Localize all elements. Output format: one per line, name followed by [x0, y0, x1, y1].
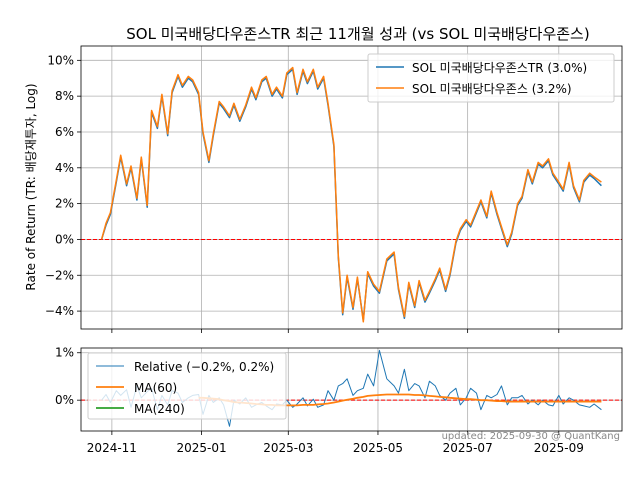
chart-title: SOL 미국배당다우존스TR 최근 11개월 성과 (vs SOL 미국배당다우… — [126, 25, 589, 43]
main-panel: −4% −2% 0% 2% 4% 6% 8% 10% Rate of Return (TR: … — [24, 45, 623, 333]
legend-base-label: SOL 미국배당다우존스 (3.2%) — [412, 82, 572, 96]
main-ytick-label: 10% — [47, 53, 74, 67]
rel-ytick-label: 0% — [55, 393, 74, 407]
series-base-line — [100, 66, 602, 323]
legend-ma60-label: MA(60) — [134, 381, 177, 395]
relative-x-ticks: 2024-11 2025-01 2025-03 2025-05 2025-07 2025-… — [87, 431, 584, 455]
legend-tr-label: SOL 미국배당다우존스TR (3.0%) — [412, 61, 587, 75]
main-ytick-label: −4% — [45, 304, 74, 318]
main-x-ticks — [111, 329, 560, 333]
relative-panel: 0% 1% 2024-11 2025-01 2025-03 2025-05 2025-07… — [55, 346, 623, 455]
main-y-ticks: −4% −2% 0% 2% 4% 6% 8% 10% — [45, 53, 81, 318]
main-legend-box — [367, 53, 615, 103]
relative-xtick-label: 2024-11 — [87, 441, 137, 455]
relative-xtick-label: 2025-07 — [443, 441, 493, 455]
relative-legend: Relative (−0.2%, 0.2%) MA(60) MA(240) — [87, 352, 287, 420]
main-ytick-label: 4% — [55, 161, 74, 175]
series-tr-line — [100, 68, 602, 321]
relative-xtick-label: 2025-05 — [353, 441, 403, 455]
legend-relative-label: Relative (−0.2%, 0.2%) — [134, 360, 274, 374]
relative-y-ticks: 0% 1% — [55, 346, 81, 407]
main-ytick-label: 6% — [55, 125, 74, 139]
main-series — [100, 66, 602, 323]
main-ytick-label: −2% — [45, 268, 74, 282]
main-frame — [80, 45, 623, 330]
main-ytick-label: 0% — [55, 232, 74, 246]
relative-xtick-label: 2025-01 — [176, 441, 226, 455]
main-y-label: Rate of Return (TR: 배당재투자, Log) — [24, 83, 38, 290]
relative-frame — [80, 347, 623, 432]
relative-xtick-label: 2025-09 — [534, 441, 584, 455]
main-ytick-label: 2% — [55, 197, 74, 211]
relative-xtick-label: 2025-03 — [263, 441, 313, 455]
rel-ytick-label: 1% — [55, 346, 74, 360]
relative-legend-box — [87, 352, 287, 420]
footer-text: updated: 2025-09-30 @ QuantKang — [442, 431, 620, 442]
main-ytick-label: 8% — [55, 89, 74, 103]
main-legend: SOL 미국배당다우존스TR (3.0%) SOL 미국배당다우존스 (3.2%… — [367, 53, 615, 103]
legend-ma240-label: MA(240) — [134, 402, 185, 416]
